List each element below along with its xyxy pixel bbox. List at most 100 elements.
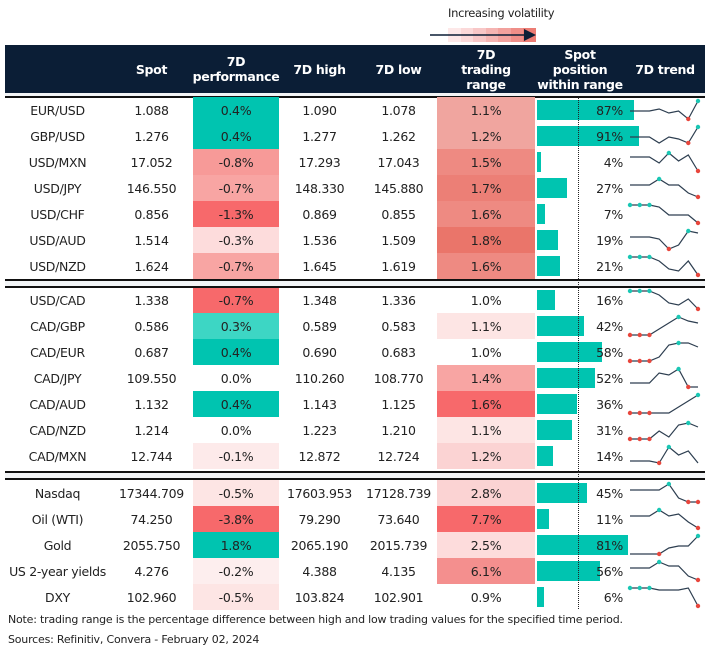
sparkline-line bbox=[630, 126, 699, 144]
cell-high: 1.348 bbox=[302, 292, 337, 308]
cell-range: 1.1% bbox=[437, 417, 535, 443]
sparkline-high-marker bbox=[627, 254, 633, 260]
table-row: CAD/MXN 12.744 -0.1% 12.872 12.724 1.2% 14% bbox=[0, 443, 722, 469]
cell-high: 110.260 bbox=[294, 370, 345, 386]
cell-performance: 1.8% bbox=[193, 532, 279, 558]
sparkline-low-marker bbox=[627, 358, 633, 364]
cell-position: 52% bbox=[537, 365, 623, 391]
table-row: Oil (WTI) 74.250 -3.8% 79.290 73.640 7.7% 11% bbox=[0, 506, 722, 532]
sparkline-high-marker bbox=[666, 150, 672, 156]
cell-range: 1.6% bbox=[437, 253, 535, 279]
table-row: USD/JPY 146.550 -0.7% 148.330 145.880 1.7% 27% bbox=[0, 175, 722, 201]
table-row: Nasdaq 17344.709 -0.5% 17603.953 17128.739 2.… bbox=[0, 480, 722, 506]
table-row: Gold 2055.750 1.8% 2065.190 2015.739 2.5% 81% bbox=[0, 532, 722, 558]
cell-name: USD/JPY bbox=[33, 180, 82, 196]
cell-range: 1.6% bbox=[437, 201, 535, 227]
cell-spot: 1.214 bbox=[134, 422, 169, 438]
cell-range: 1.6% bbox=[437, 391, 535, 417]
sparkline bbox=[630, 366, 698, 390]
cell-position: 42% bbox=[537, 313, 623, 339]
position-percent: 27% bbox=[596, 180, 623, 196]
cell-name: Gold bbox=[43, 537, 72, 553]
sparkline-line bbox=[630, 368, 698, 388]
cell-spot: 74.250 bbox=[130, 511, 173, 527]
header-trend: 7D trend bbox=[635, 61, 695, 77]
position-percent: 4% bbox=[603, 154, 624, 170]
sparkline-low-marker bbox=[656, 460, 662, 466]
sparkline-low-marker bbox=[695, 603, 701, 609]
cell-trend bbox=[625, 365, 705, 391]
sparkline-low-marker bbox=[695, 272, 701, 278]
position-percent: 45% bbox=[596, 485, 623, 501]
cell-trend bbox=[625, 417, 705, 443]
cell-name: USD/NZD bbox=[29, 258, 86, 274]
cell-trend bbox=[625, 391, 705, 417]
sparkline-low-marker bbox=[695, 577, 701, 583]
position-percent: 58% bbox=[596, 344, 623, 360]
table-row: US 2-year yields 4.276 -0.2% 4.388 4.135 6.1%… bbox=[0, 558, 722, 584]
table-row: CAD/JPY 109.550 0.0% 110.260 108.770 1.4% 52% bbox=[0, 365, 722, 391]
cell-range: 1.1% bbox=[437, 313, 535, 339]
cell-spot: 12.744 bbox=[130, 448, 173, 464]
cell-name: USD/AUD bbox=[29, 232, 86, 248]
footer-note: Note: trading range is the percentage di… bbox=[8, 613, 623, 626]
cell-spot: 17.052 bbox=[130, 154, 173, 170]
cell-low: 0.583 bbox=[381, 318, 416, 334]
cell-position: 81% bbox=[537, 532, 628, 558]
position-bar bbox=[537, 342, 602, 362]
cell-low: 73.640 bbox=[377, 511, 420, 527]
sparkline-high-marker bbox=[656, 176, 662, 182]
sparkline bbox=[630, 124, 701, 146]
table-row: USD/CAD 1.338 -0.7% 1.348 1.336 1.0% 16% bbox=[0, 287, 722, 313]
cell-low: 1.619 bbox=[381, 258, 416, 274]
position-bar bbox=[537, 535, 628, 555]
header-position: Spot position within range bbox=[537, 46, 623, 92]
cell-position: 4% bbox=[537, 149, 623, 175]
sparkline-high-marker bbox=[676, 366, 681, 372]
position-bar bbox=[537, 587, 544, 607]
sparkline-high-marker bbox=[695, 124, 701, 130]
sparkline-low-marker bbox=[637, 358, 642, 364]
cell-position: 21% bbox=[537, 253, 623, 279]
table-header: Spot 7D performance 7D high 7D low 7D tr… bbox=[5, 45, 705, 93]
position-bar bbox=[537, 256, 561, 276]
cell-name: US 2-year yields bbox=[9, 563, 106, 579]
cell-position: 16% bbox=[537, 287, 623, 313]
cell-position: 11% bbox=[537, 506, 623, 532]
sparkline bbox=[630, 481, 701, 505]
arrow-right-icon bbox=[430, 29, 536, 41]
cell-low: 1.509 bbox=[381, 232, 416, 248]
sparkline-high-marker bbox=[637, 288, 642, 294]
cell-name: DXY bbox=[45, 589, 70, 605]
cell-low: 108.770 bbox=[373, 370, 424, 386]
cell-spot: 1.514 bbox=[134, 232, 169, 248]
cell-position: 56% bbox=[537, 558, 623, 584]
sparkline-line bbox=[630, 535, 699, 555]
cell-trend bbox=[625, 506, 705, 532]
cell-low: 4.135 bbox=[381, 563, 416, 579]
sparkline-line bbox=[630, 483, 698, 503]
sparkline bbox=[630, 533, 701, 557]
cell-performance: -1.3% bbox=[193, 201, 279, 227]
cell-name: CAD/EUR bbox=[30, 344, 85, 360]
header-spot: Spot bbox=[135, 61, 168, 77]
cell-performance: -0.5% bbox=[193, 584, 279, 610]
sparkline bbox=[627, 288, 701, 312]
cell-name: Nasdaq bbox=[34, 485, 81, 501]
cell-spot: 2055.750 bbox=[122, 537, 181, 553]
cell-spot: 109.550 bbox=[126, 370, 177, 386]
footer-sources: Sources: Refinitiv, Convera - February 0… bbox=[8, 633, 260, 646]
group-divider bbox=[5, 478, 705, 480]
cell-performance: -0.7% bbox=[193, 175, 279, 201]
divider bbox=[5, 96, 705, 98]
cell-spot: 0.586 bbox=[134, 318, 169, 334]
sparkline-high-marker bbox=[686, 228, 691, 234]
cell-trend bbox=[625, 227, 705, 253]
cell-low: 1.336 bbox=[381, 292, 416, 308]
sparkline-high-marker bbox=[676, 340, 681, 346]
sparkline-line bbox=[630, 394, 699, 414]
sparkline bbox=[627, 340, 699, 364]
position-percent: 7% bbox=[603, 206, 624, 222]
sparkline-line bbox=[630, 561, 699, 581]
cell-spot: 0.687 bbox=[134, 344, 169, 360]
